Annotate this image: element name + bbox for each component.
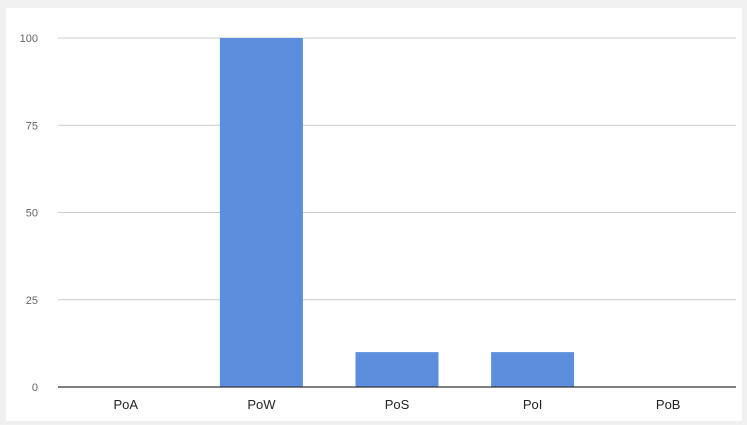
x-tick-label: PoI [523,397,543,412]
gridlines [58,37,736,301]
y-tick-label: 100 [20,33,38,45]
bars [219,38,575,387]
y-tick-label: 50 [26,208,38,220]
bar-pos [355,352,439,387]
y-tick-label: 75 [26,120,38,132]
bar-pow [219,38,303,387]
chart-panel: 0 25 50 75 100 PoA PoW PoS PoI PoB [6,8,742,421]
y-tick-label: 0 [32,382,38,394]
bar-chart: 0 25 50 75 100 PoA PoW PoS PoI PoB [20,33,736,412]
bar-poi [491,352,575,387]
x-tick-label: PoW [247,397,276,412]
x-tick-label: PoA [114,397,139,412]
x-tick-labels: PoA PoW PoS PoI PoB [114,397,681,412]
x-tick-label: PoB [656,397,681,412]
x-tick-label: PoS [385,397,410,412]
y-tick-label: 25 [26,295,38,307]
y-tick-labels: 0 25 50 75 100 [20,33,38,394]
